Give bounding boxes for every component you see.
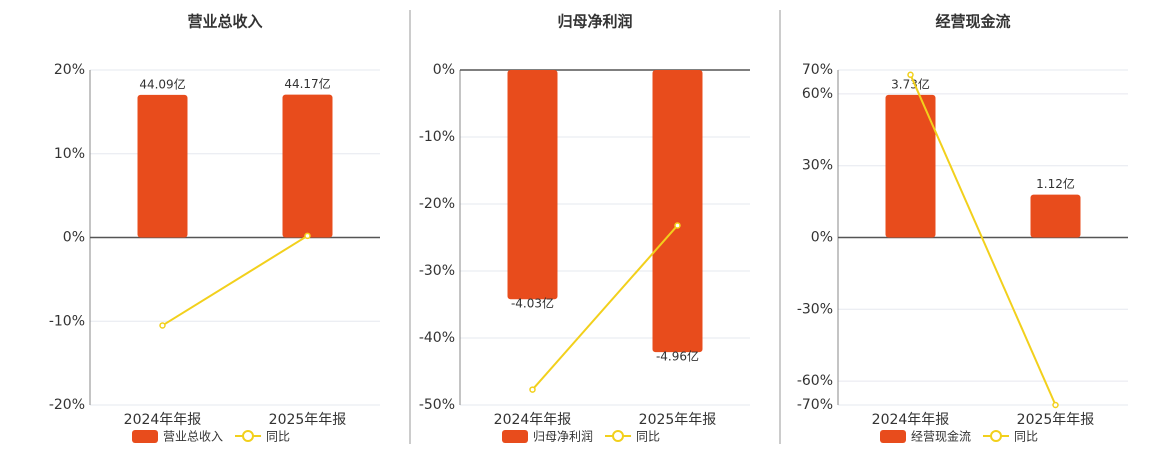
y-tick-label: -60% [797, 373, 833, 389]
legend-swatch [880, 430, 906, 443]
value-label: 44.09亿 [139, 76, 185, 91]
legend-label: 营业总收入 [163, 430, 223, 444]
x-tick-label: 2024年年报 [494, 412, 572, 428]
y-tick-label: -30% [797, 301, 833, 317]
y-tick-label: -70% [797, 397, 833, 413]
point [1052, 401, 1059, 409]
y-tick-label: -50% [419, 397, 455, 413]
point [529, 386, 536, 393]
y-tick-label: 60% [802, 86, 833, 102]
y-tick-label: 10% [54, 146, 85, 162]
chart-title: 经营现金流 [935, 13, 1010, 31]
value-label: -4.96亿 [656, 349, 699, 364]
y-tick-label: -40% [419, 330, 455, 346]
bar [652, 70, 703, 353]
line [161, 234, 309, 327]
legend-label: 经营现金流 [911, 429, 971, 444]
point [907, 71, 914, 79]
x-tick-label: 2025年年报 [269, 412, 347, 428]
value-label: 3.73亿 [891, 76, 930, 91]
y-tick-label: 0% [811, 230, 833, 246]
legend-label: 归母净利润 [533, 430, 593, 444]
x-tick-label: 2024年年报 [124, 412, 202, 428]
y-tick-label: 70% [802, 62, 833, 78]
legend-swatch [132, 430, 158, 443]
legend-swatch [242, 430, 254, 442]
y-tick-label: -20% [419, 196, 455, 212]
point [674, 222, 681, 229]
legend-label: 同比 [1014, 430, 1038, 444]
y-tick-label: 30% [802, 158, 833, 174]
legend-swatch [502, 430, 528, 443]
bar [507, 70, 558, 300]
point [304, 232, 311, 240]
bar [137, 94, 188, 238]
y-tick-label: 0% [433, 62, 455, 78]
value-label: 44.17亿 [284, 76, 330, 91]
bar [885, 94, 936, 238]
legend-swatch [612, 430, 624, 442]
x-tick-label: 2025年年报 [639, 412, 717, 428]
bar [282, 94, 333, 238]
value-label: 1.12亿 [1036, 176, 1075, 191]
line [909, 74, 1057, 406]
y-tick-label: -30% [419, 263, 455, 279]
y-tick-label: -20% [49, 397, 85, 413]
legend-label: 同比 [636, 430, 660, 444]
legend-label: 同比 [266, 430, 290, 444]
line [531, 224, 679, 391]
y-tick-label: -10% [419, 129, 455, 145]
x-tick-label: 2025年年报 [1017, 412, 1095, 428]
y-tick-label: -10% [49, 313, 85, 329]
value-label: -4.03亿 [511, 296, 554, 311]
chart-title: 营业总收入 [187, 13, 262, 31]
point [159, 322, 166, 329]
chart-title: 归母净利润 [557, 13, 632, 31]
bar [1030, 194, 1081, 238]
y-tick-label: 0% [63, 230, 85, 246]
legend-swatch [990, 430, 1002, 442]
y-tick-label: 20% [54, 62, 85, 78]
x-tick-label: 2024年年报 [872, 412, 950, 428]
